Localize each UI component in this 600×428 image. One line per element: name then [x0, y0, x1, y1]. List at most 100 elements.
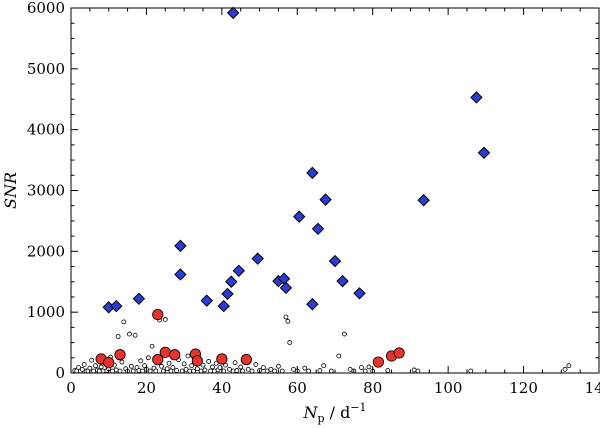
diamond-point	[232, 264, 246, 278]
axes	[70, 7, 600, 374]
data-points	[72, 6, 572, 374]
open-point	[136, 368, 142, 373]
diamond-point	[110, 299, 123, 313]
red-point	[159, 346, 171, 358]
open-point	[130, 368, 136, 374]
x-axis-label: Np / d−1	[302, 401, 366, 425]
diamond-point	[217, 299, 230, 313]
y-axis-label: SNR	[1, 172, 20, 209]
red-point	[191, 355, 203, 367]
open-point	[100, 368, 106, 374]
open-point	[342, 331, 347, 337]
diamond-point	[353, 287, 366, 300]
red-point	[169, 349, 181, 361]
open-point	[230, 368, 236, 374]
open-point	[174, 368, 180, 373]
red-point	[114, 349, 126, 361]
diamond-point	[132, 292, 146, 305]
y-tick-label: 2000	[27, 242, 65, 260]
open-point	[164, 366, 170, 372]
x-tick-label: 80	[363, 379, 382, 397]
open-point	[98, 364, 104, 370]
open-point	[93, 363, 98, 369]
red-point	[372, 356, 384, 368]
diamond-point	[470, 91, 483, 104]
diamond-point	[319, 193, 332, 206]
open-point	[279, 368, 285, 374]
open-point	[145, 355, 151, 361]
open-point	[272, 368, 278, 374]
open-point	[153, 368, 159, 374]
red-point	[152, 354, 164, 366]
x-tick-label: 100	[434, 379, 463, 397]
open-point	[249, 368, 255, 374]
open-point	[385, 368, 391, 373]
y-tick-label: 1000	[27, 303, 65, 321]
y-tick-label: 3000	[27, 182, 65, 200]
open-point	[181, 361, 187, 367]
open-point	[200, 362, 206, 368]
open-point	[283, 314, 289, 320]
open-point	[189, 363, 195, 369]
open-point	[234, 368, 240, 373]
y-tick-label: 6000	[27, 0, 65, 17]
diamond-point	[477, 146, 491, 159]
open-point	[362, 368, 368, 374]
open-point	[260, 365, 266, 370]
y-tick-label: 5000	[27, 60, 65, 78]
open-point	[185, 353, 191, 359]
diamond-point	[417, 194, 430, 207]
open-point	[238, 364, 244, 370]
y-tick-label: 0	[55, 364, 65, 382]
open-point	[170, 365, 176, 370]
open-point	[253, 362, 259, 367]
open-point	[245, 366, 251, 372]
open-point	[366, 364, 372, 370]
open-point	[132, 332, 138, 338]
open-point	[166, 360, 172, 366]
open-point	[115, 334, 121, 339]
y-tick-label: 4000	[27, 121, 65, 139]
red-point	[216, 353, 228, 365]
diamond-point	[225, 275, 238, 288]
diamond-point	[292, 210, 306, 223]
open-point	[183, 366, 189, 372]
diamond-point	[306, 298, 319, 311]
open-point	[127, 331, 132, 337]
open-point	[89, 357, 95, 363]
diamond-point	[200, 294, 213, 307]
open-point	[117, 368, 123, 374]
open-point	[306, 368, 312, 374]
open-point	[81, 362, 87, 367]
open-point	[358, 365, 364, 370]
x-tick-label: 20	[137, 379, 156, 397]
open-point	[328, 368, 334, 374]
diamond-point	[306, 166, 319, 180]
red-point	[393, 347, 405, 359]
open-point	[287, 340, 293, 345]
red-point	[103, 357, 115, 369]
open-point	[162, 317, 168, 322]
diamond-point	[221, 287, 234, 301]
open-point	[226, 366, 232, 372]
open-point	[210, 364, 215, 370]
open-point	[276, 363, 281, 369]
open-point	[194, 366, 200, 372]
diamond-point	[328, 254, 342, 268]
diamond-point	[311, 222, 325, 236]
open-point	[468, 368, 474, 374]
x-tick-label: 60	[288, 379, 307, 397]
diamond-point	[336, 274, 349, 288]
x-tick-label: 0	[66, 379, 76, 397]
open-point	[159, 363, 164, 369]
x-tick-label: 40	[212, 379, 231, 397]
open-point	[213, 360, 219, 366]
open-point	[268, 366, 274, 372]
open-point	[147, 368, 153, 374]
open-point	[149, 343, 155, 349]
open-point	[191, 368, 196, 374]
x-tick-label: 140	[585, 379, 600, 397]
open-point	[128, 363, 134, 369]
